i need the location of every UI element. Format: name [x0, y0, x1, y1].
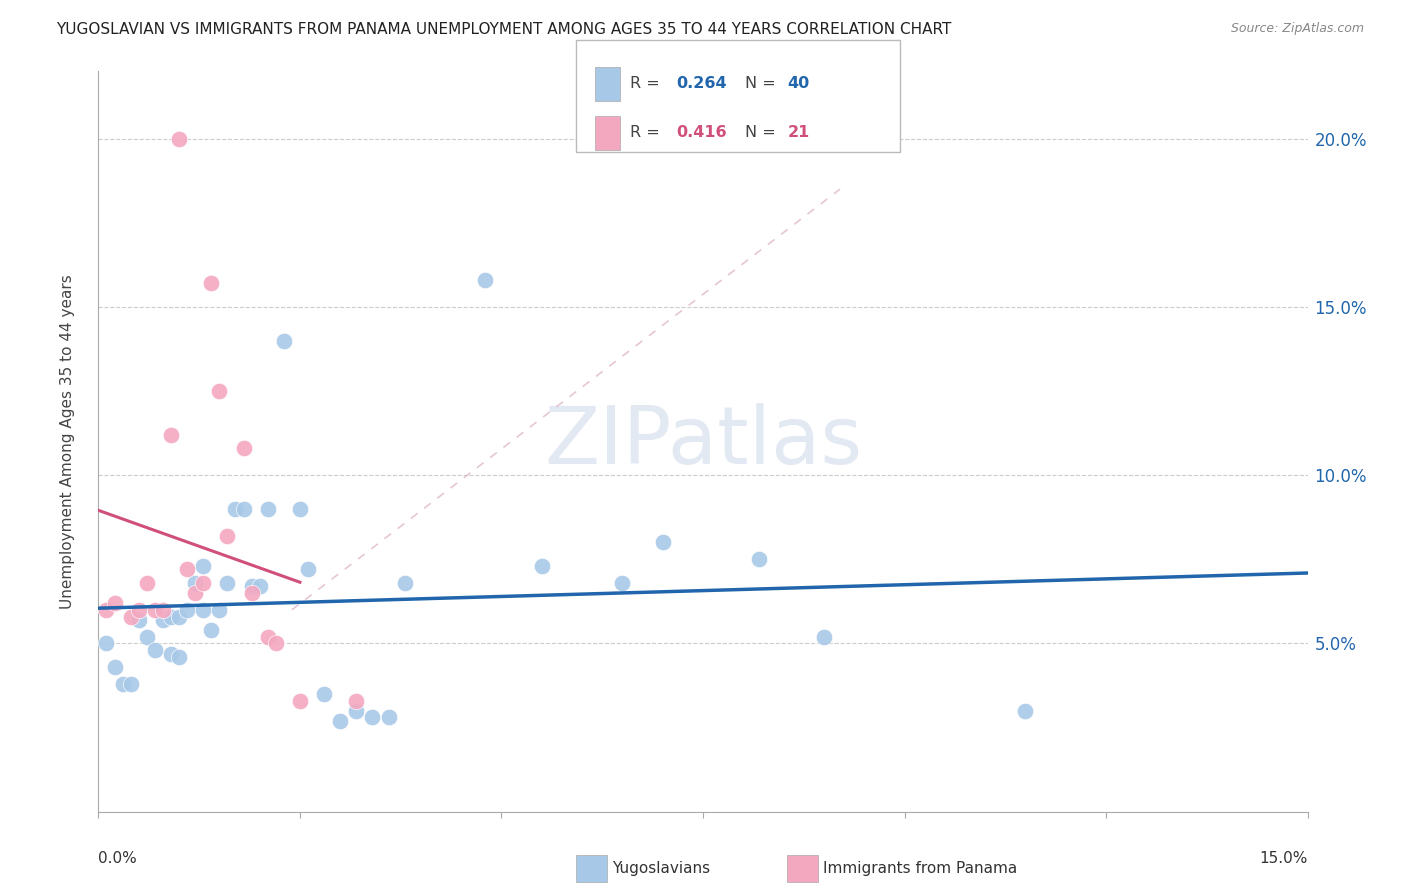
- Point: [813, 630, 835, 644]
- Text: YUGOSLAVIAN VS IMMIGRANTS FROM PANAMA UNEMPLOYMENT AMONG AGES 35 TO 44 YEARS COR: YUGOSLAVIAN VS IMMIGRANTS FROM PANAMA UN…: [56, 22, 952, 37]
- Point: [176, 603, 198, 617]
- Point: [111, 677, 134, 691]
- Point: [208, 603, 231, 617]
- Point: [184, 575, 207, 590]
- Text: N =: N =: [745, 76, 782, 91]
- Point: [240, 579, 263, 593]
- Point: [200, 623, 222, 637]
- Point: [103, 660, 125, 674]
- Point: [232, 442, 254, 456]
- Text: ZIPatlas: ZIPatlas: [544, 402, 862, 481]
- Point: [167, 131, 190, 145]
- Text: 40: 40: [787, 76, 810, 91]
- Text: 21: 21: [787, 125, 810, 140]
- Point: [651, 535, 673, 549]
- Point: [329, 714, 352, 728]
- Point: [217, 529, 239, 543]
- Point: [193, 603, 215, 617]
- Point: [530, 559, 553, 574]
- Text: R =: R =: [630, 125, 665, 140]
- Point: [167, 609, 190, 624]
- Point: [361, 710, 384, 724]
- Point: [152, 613, 174, 627]
- Point: [377, 710, 399, 724]
- Point: [128, 613, 150, 627]
- Point: [120, 609, 142, 624]
- Point: [193, 559, 215, 574]
- Point: [264, 636, 287, 650]
- Point: [217, 575, 239, 590]
- Point: [249, 579, 271, 593]
- Point: [288, 501, 311, 516]
- Y-axis label: Unemployment Among Ages 35 to 44 years: Unemployment Among Ages 35 to 44 years: [60, 274, 75, 609]
- Text: 0.416: 0.416: [676, 125, 727, 140]
- Text: N =: N =: [745, 125, 782, 140]
- Text: 0.264: 0.264: [676, 76, 727, 91]
- Text: R =: R =: [630, 76, 665, 91]
- Point: [193, 575, 215, 590]
- Point: [394, 575, 416, 590]
- Point: [288, 694, 311, 708]
- Point: [474, 273, 496, 287]
- Point: [314, 687, 336, 701]
- Point: [184, 586, 207, 600]
- Point: [96, 636, 118, 650]
- Point: [176, 562, 198, 576]
- Point: [160, 647, 183, 661]
- Point: [160, 427, 183, 442]
- Point: [256, 630, 278, 644]
- Point: [344, 694, 367, 708]
- Point: [200, 277, 222, 291]
- Point: [273, 334, 295, 348]
- Point: [224, 501, 246, 516]
- Point: [240, 586, 263, 600]
- Point: [256, 501, 278, 516]
- Point: [120, 677, 142, 691]
- Point: [152, 603, 174, 617]
- Point: [143, 603, 166, 617]
- Point: [96, 603, 118, 617]
- Point: [612, 575, 634, 590]
- Text: Yugoslavians: Yugoslavians: [612, 862, 710, 876]
- Point: [167, 649, 190, 664]
- Point: [208, 384, 231, 398]
- Point: [135, 630, 157, 644]
- Point: [143, 643, 166, 657]
- Point: [128, 603, 150, 617]
- Point: [344, 704, 367, 718]
- Point: [232, 501, 254, 516]
- Point: [103, 596, 125, 610]
- Text: 15.0%: 15.0%: [1260, 851, 1308, 865]
- Text: Source: ZipAtlas.com: Source: ZipAtlas.com: [1230, 22, 1364, 36]
- Text: 0.0%: 0.0%: [98, 851, 138, 865]
- Point: [1014, 704, 1036, 718]
- Point: [135, 575, 157, 590]
- Point: [297, 562, 319, 576]
- Point: [160, 609, 183, 624]
- Point: [748, 552, 770, 566]
- Text: Immigrants from Panama: Immigrants from Panama: [823, 862, 1017, 876]
